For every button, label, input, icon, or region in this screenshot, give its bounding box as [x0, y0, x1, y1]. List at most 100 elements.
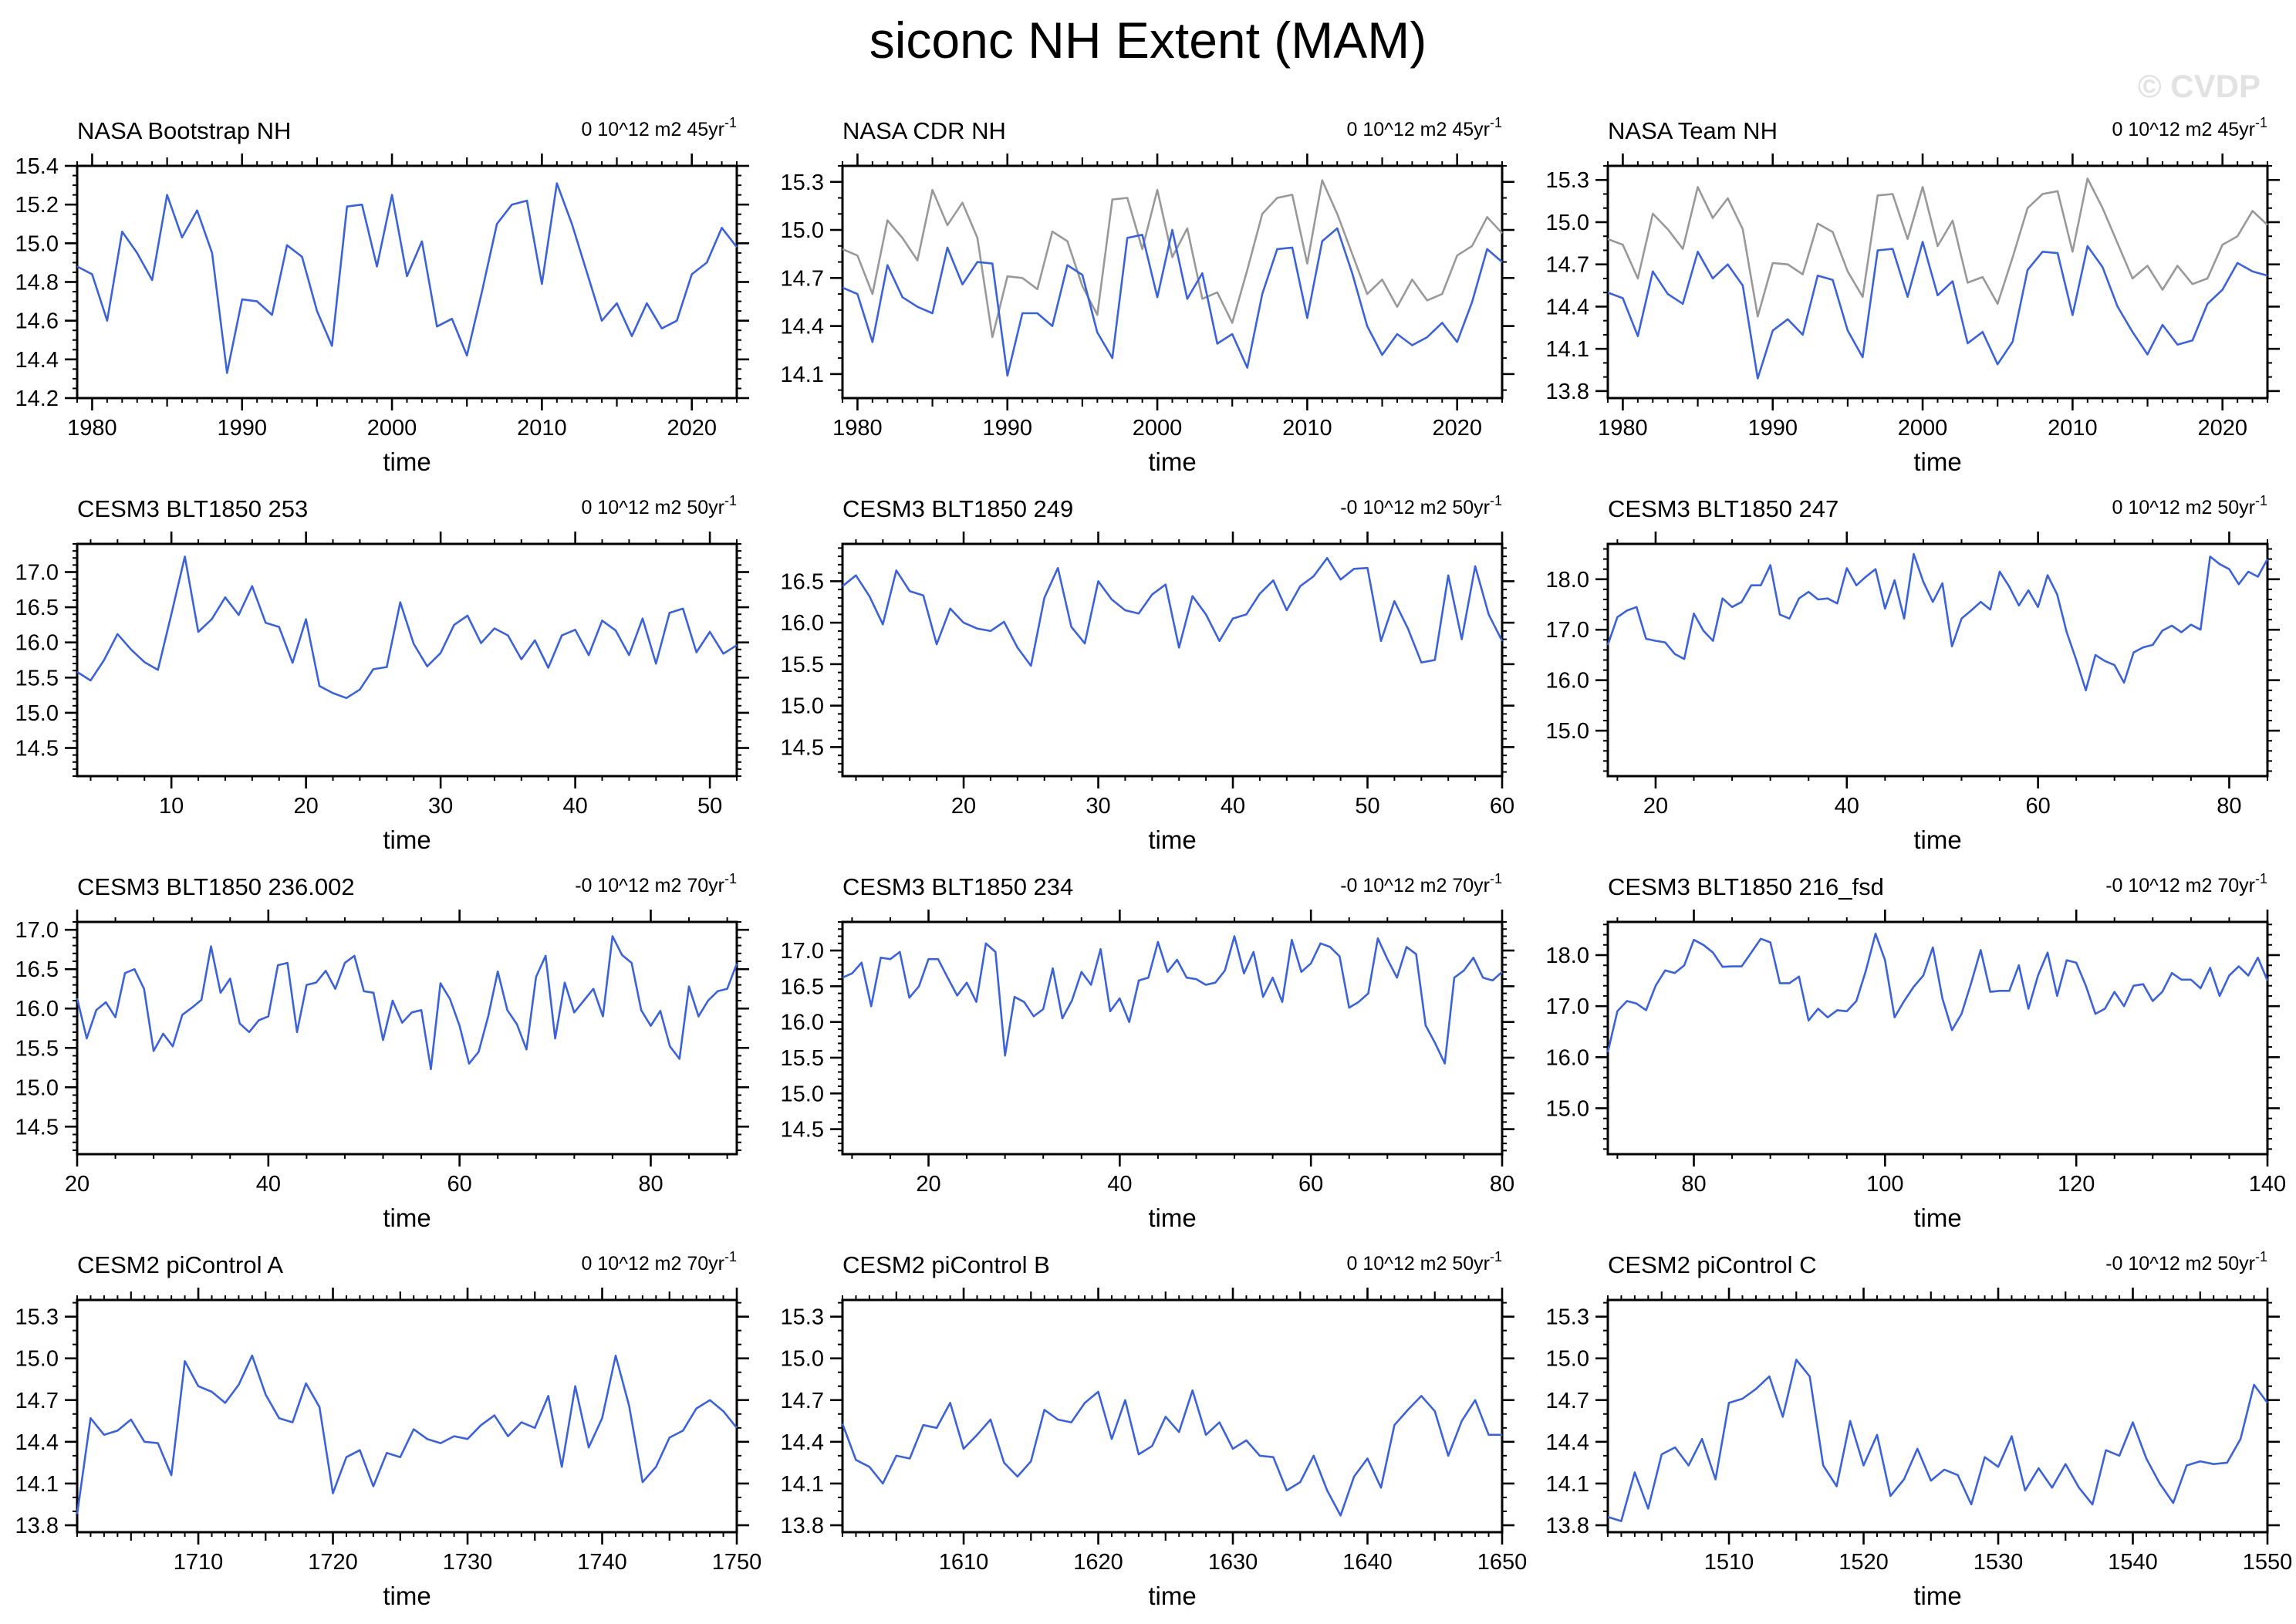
panel-cesm2-picontrol-b: CESM2 piControl B 0 10^12 m2 50yr-1 1610 16… — [765, 1242, 1531, 1620]
x-tick-label: 80 — [638, 1172, 663, 1197]
y-tick-label: 14.2 — [15, 387, 59, 411]
trend-annotation: 0 10^12 m2 50yr-1 — [2112, 493, 2267, 518]
x-tick-label: 2010 — [517, 416, 567, 441]
y-tick-label: 16.0 — [1546, 669, 1589, 694]
panel-title: CESM3 BLT1850 236.002 — [77, 873, 355, 900]
y-tick-label: 15.0 — [1546, 719, 1589, 744]
y-tick-label: 15.3 — [781, 1305, 824, 1330]
y-tick-label: 13.8 — [781, 1514, 824, 1538]
x-tick-label: 1520 — [1838, 1550, 1889, 1575]
panel-cesm2-picontrol-a: CESM2 piControl A 0 10^12 m2 70yr-1 1710 17… — [0, 1242, 765, 1620]
y-tick-label: 15.5 — [15, 666, 59, 690]
y-tick-label: 14.5 — [781, 1118, 824, 1143]
x-tick-label: 1750 — [712, 1550, 762, 1575]
panel-title: CESM3 BLT1850 216_fsd — [1608, 873, 1884, 900]
x-tick-label: 1990 — [1747, 416, 1798, 441]
panel-cesm3-blt1850-236-002: CESM3 BLT1850 236.002 -0 10^12 m2 70yr-1 2… — [0, 864, 765, 1242]
plot-frame — [76, 920, 738, 1156]
x-tick-label: 80 — [1681, 1172, 1706, 1197]
plot-frame — [1606, 920, 2269, 1156]
x-tick-label: 20 — [65, 1172, 89, 1197]
y-tick-label: 15.3 — [15, 1305, 59, 1330]
x-tick-label: 40 — [1835, 794, 1859, 819]
x-tick-label: 80 — [1490, 1172, 1514, 1197]
y-tick-label: 15.0 — [781, 694, 824, 719]
y-tick-label: 16.0 — [15, 997, 59, 1021]
y-tick-label: 15.3 — [1546, 1305, 1589, 1330]
chart-canvas-nasa-team-nh: NASA Team NH 0 10^12 m2 45yr-1 1980 1990 200… — [1546, 115, 2280, 476]
panel-title: CESM2 piControl B — [842, 1251, 1050, 1278]
x-tick-label: 30 — [1086, 794, 1110, 819]
panel-title: CESM2 piControl C — [1608, 1251, 1816, 1278]
y-tick-label: 15.0 — [781, 1082, 824, 1106]
chart-canvas-cesm2-picontrol-c: CESM2 piControl C -0 10^12 m2 50yr-1 1510 1… — [1546, 1249, 2293, 1610]
y-tick-label: 15.0 — [15, 231, 59, 256]
x-tick-label: 1980 — [832, 416, 883, 441]
series-line-nasa-bootstrap-nh — [76, 182, 738, 374]
y-tick-label: 18.0 — [1546, 568, 1589, 593]
y-tick-label: 14.4 — [1546, 1430, 1589, 1455]
y-tick-label: 14.5 — [15, 737, 59, 761]
x-tick-label: 2010 — [1282, 416, 1332, 441]
panel-cesm3-blt1850-234: CESM3 BLT1850 234 -0 10^12 m2 70yr-1 20 40 6… — [765, 864, 1531, 1242]
trend-annotation: 0 10^12 m2 70yr-1 — [582, 1249, 737, 1275]
y-tick-label: 14.1 — [1546, 1472, 1589, 1497]
x-tick-label: 60 — [1298, 1172, 1323, 1197]
series-line-nasa-team-nh — [1607, 241, 2268, 380]
x-tick-label: 1510 — [1704, 1550, 1754, 1575]
y-tick-label: 14.4 — [781, 315, 824, 339]
plot-frame — [841, 164, 1504, 400]
x-tick-label: 1550 — [2243, 1550, 2293, 1575]
x-tick-label: 60 — [2025, 794, 2050, 819]
x-tick-label: 120 — [2058, 1172, 2095, 1197]
y-tick-label: 15.2 — [15, 193, 59, 218]
x-tick-label: 1720 — [308, 1550, 358, 1575]
x-tick-label: 2000 — [1898, 416, 1948, 441]
x-tick-label: 40 — [562, 794, 587, 819]
series-line-cesm3-blt1850-216-fsd — [1606, 932, 2269, 1052]
y-tick-label: 16.0 — [781, 1011, 824, 1035]
x-tick-label: 80 — [2217, 794, 2241, 819]
y-tick-label: 17.0 — [1546, 618, 1589, 643]
panel-title: CESM3 BLT1850 247 — [1608, 495, 1838, 522]
series-line-nasa-cdr-nh — [842, 227, 1503, 377]
trend-annotation: -0 10^12 m2 50yr-1 — [1340, 493, 1502, 518]
x-tick-label: 20 — [916, 1172, 940, 1197]
panel-title: CESM2 piControl A — [77, 1251, 283, 1278]
trend-annotation: -0 10^12 m2 70yr-1 — [1340, 871, 1502, 896]
y-tick-label: 15.0 — [781, 1347, 824, 1372]
trend-annotation: 0 10^12 m2 45yr-1 — [1347, 115, 1502, 140]
panel-title: NASA CDR NH — [842, 117, 1006, 144]
trend-annotation: -0 10^12 m2 70yr-1 — [575, 871, 737, 896]
panel-nasa-team-nh: NASA Team NH 0 10^12 m2 45yr-1 1980 1990 200… — [1531, 108, 2296, 486]
series-line-reference-gray — [1607, 177, 2268, 318]
y-tick-label: 13.8 — [15, 1514, 59, 1538]
chart-canvas-cesm2-picontrol-a: CESM2 piControl A 0 10^12 m2 70yr-1 1710 17… — [15, 1249, 762, 1610]
y-tick-label: 14.7 — [1546, 253, 1589, 278]
chart-canvas-nasa-bootstrap-nh: NASA Bootstrap NH 0 10^12 m2 45yr-1 1980 19… — [15, 115, 749, 476]
x-tick-label: 20 — [1643, 794, 1668, 819]
plot-frame — [841, 920, 1504, 1156]
y-tick-label: 14.1 — [781, 363, 824, 387]
x-axis-label: time — [383, 1204, 430, 1232]
x-axis-label: time — [1148, 447, 1196, 476]
series-line-cesm3-blt1850-253 — [76, 555, 738, 700]
plot-frame — [76, 164, 738, 400]
y-tick-label: 14.7 — [781, 1389, 824, 1413]
y-tick-label: 16.0 — [15, 631, 59, 656]
trend-annotation: 0 10^12 m2 50yr-1 — [1347, 1249, 1502, 1275]
x-tick-label: 140 — [2249, 1172, 2286, 1197]
series-line-cesm2-picontrol-c — [1607, 1359, 2269, 1522]
y-tick-label: 15.5 — [781, 653, 824, 677]
series-line-cesm3-blt1850-234 — [842, 935, 1503, 1065]
chart-canvas-cesm3-blt1850-234: CESM3 BLT1850 234 -0 10^12 m2 70yr-1 20 40 6… — [781, 871, 1515, 1232]
y-tick-label: 16.5 — [15, 596, 59, 620]
x-axis-label: time — [1913, 447, 1961, 476]
x-tick-label: 2000 — [367, 416, 417, 441]
plot-frame — [841, 542, 1504, 778]
y-tick-label: 14.4 — [781, 1430, 824, 1455]
x-axis-label: time — [383, 447, 430, 476]
x-tick-label: 40 — [256, 1172, 281, 1197]
y-tick-label: 15.3 — [781, 171, 824, 195]
series-line-cesm2-picontrol-b — [841, 1389, 1502, 1517]
